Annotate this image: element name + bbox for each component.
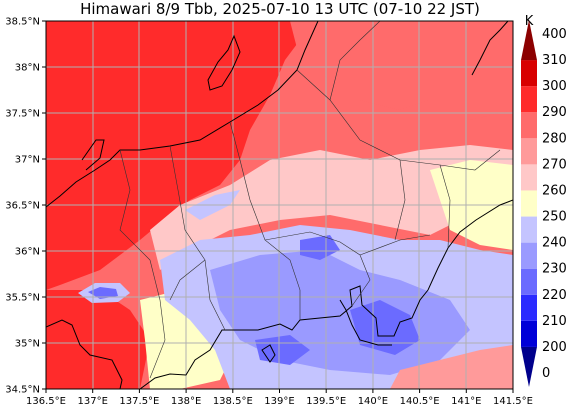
colorbar-cells — [521, 20, 537, 387]
colorbar-cell — [521, 190, 537, 217]
field-warm-se — [390, 345, 513, 389]
x-tick-label: 139.5°E — [306, 396, 346, 407]
x-tick-label: 138°E — [171, 396, 201, 407]
x-tick-label: 136.5°E — [26, 396, 66, 407]
y-tick-label: 36.5°N — [5, 201, 40, 212]
colorbar-tick-label: 300 — [542, 79, 567, 94]
y-tick-label: 34.5°N — [5, 385, 40, 396]
colorbar-cell — [521, 138, 537, 165]
field-cold-deep-3 — [300, 235, 340, 260]
y-tick-label: 35.5°N — [5, 293, 40, 304]
colorbar-tick-label: 400 — [542, 27, 567, 42]
colorbar-cell — [521, 86, 537, 113]
field-cold-deep-1 — [350, 300, 420, 355]
field-hot-nw — [46, 21, 300, 290]
colorbar-cell — [521, 216, 537, 243]
y-tick-label: 35°N — [15, 339, 40, 350]
y-tick-label: 37.5°N — [5, 109, 40, 120]
y-tick-label: 37°N — [15, 155, 40, 166]
x-tick-label: 137.5°E — [119, 396, 159, 407]
colorbar-tick-label: 250 — [542, 210, 567, 225]
y-tick-label: 38°N — [15, 63, 40, 74]
x-tick-label: 140°E — [358, 396, 388, 407]
x-tick-label: 140.5°E — [400, 396, 440, 407]
x-tick-label: 137°E — [77, 396, 107, 407]
gridlines — [46, 21, 513, 389]
colorbar-tick-label: 220 — [542, 288, 567, 303]
colorbar-tick-label: 270 — [542, 157, 567, 172]
x-tick-labels: 136.5°E 137°E 137.5°E 138°E 138.5°E 139°E 139.… — [26, 396, 533, 407]
colorbar-tick-label: 230 — [542, 262, 567, 277]
colorbar: K 02002102202302402502602702802903003104… — [521, 14, 567, 387]
colorbar-cell — [521, 320, 537, 347]
colorbar-tick-label: 0 — [542, 366, 550, 381]
map-title: Himawari 8/9 Tbb, 2025-07-10 13 UTC (07-… — [80, 0, 480, 18]
field-hot-ne — [290, 21, 513, 120]
x-tick-label: 139°E — [264, 396, 294, 407]
colorbar-tick-label: 290 — [542, 105, 567, 120]
x-tick-label: 138.5°E — [213, 396, 253, 407]
colorbar-cell — [521, 346, 537, 387]
colorbar-tick-label: 210 — [542, 314, 567, 329]
y-tick-labels: 34.5°N 35°N 35.5°N 36°N 36.5°N 37°N 37.5°N 38°N… — [5, 17, 40, 396]
colorbar-cell — [521, 112, 537, 139]
colorbar-tick-label: 260 — [542, 183, 567, 198]
colorbar-cell — [521, 294, 537, 321]
colorbar-cell — [521, 164, 537, 191]
colorbar-cell — [521, 242, 537, 269]
tick-marks — [42, 20, 514, 393]
x-tick-label: 141.5°E — [493, 396, 533, 407]
colorbar-tick-label: 200 — [542, 340, 567, 355]
colorbar-tick-label: 310 — [542, 53, 567, 68]
colorbar-cell — [521, 20, 537, 61]
field-cold-west-core — [88, 287, 118, 299]
colorbar-tick-label: 240 — [542, 236, 567, 251]
colorbar-cell — [521, 60, 537, 87]
colorbar-cell — [521, 268, 537, 295]
y-tick-label: 38.5°N — [5, 17, 40, 28]
prefecture-borders — [119, 21, 501, 379]
map-panel — [46, 21, 513, 389]
colorbar-tick-label: 280 — [542, 131, 567, 146]
x-tick-label: 141°E — [451, 396, 481, 407]
y-tick-label: 36°N — [15, 247, 40, 258]
field-pink-band — [150, 145, 513, 270]
field-hot-sw — [46, 290, 150, 389]
colorbar-labels: 0 200 210 220 230 240 250 260 270 280 290 300 310 400 — [542, 27, 567, 381]
